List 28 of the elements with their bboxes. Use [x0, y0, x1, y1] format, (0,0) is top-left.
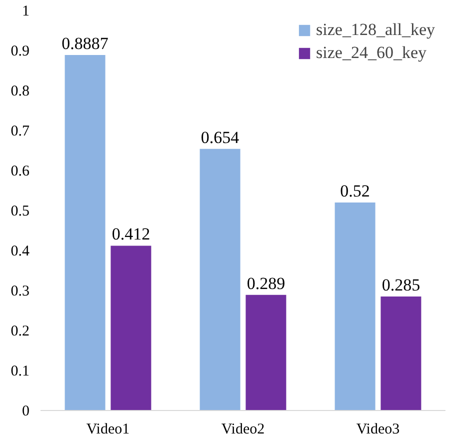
- legend-label: size_128_all_key: [316, 20, 435, 40]
- y-tick-label: 0.4: [10, 244, 30, 260]
- data-label: 0.285: [382, 276, 420, 294]
- y-tick-label: 0.1: [10, 364, 30, 380]
- x-tick-label: Video2: [221, 422, 265, 438]
- x-tick-label: Video3: [356, 422, 400, 438]
- legend-label: size_24_60_key: [316, 43, 427, 63]
- x-tick-label: Video1: [86, 422, 130, 438]
- y-tick-label: 0.2: [10, 324, 30, 340]
- data-label: 0.289: [246, 274, 286, 293]
- y-tick-label: 0.3: [10, 284, 30, 300]
- bar: [246, 294, 286, 410]
- y-tick-label: 0.8: [10, 84, 30, 100]
- bar: [334, 202, 376, 410]
- data-label: 0.8887: [62, 34, 109, 54]
- bar: [64, 55, 106, 410]
- data-label: 0.52: [340, 182, 370, 200]
- y-tick-label: 0.9: [10, 44, 30, 60]
- y-tick-label: 0.7: [10, 124, 30, 140]
- bar: [110, 246, 152, 410]
- y-tick-label: 1: [22, 4, 30, 20]
- data-label: 0.412: [112, 224, 150, 244]
- data-label: 0.654: [200, 128, 240, 147]
- y-tick-label: 0.6: [10, 164, 30, 180]
- y-tick-label: 0.5: [10, 204, 30, 220]
- y-tick-label: 0: [22, 404, 30, 420]
- bar: [200, 148, 240, 410]
- bar: [380, 296, 422, 410]
